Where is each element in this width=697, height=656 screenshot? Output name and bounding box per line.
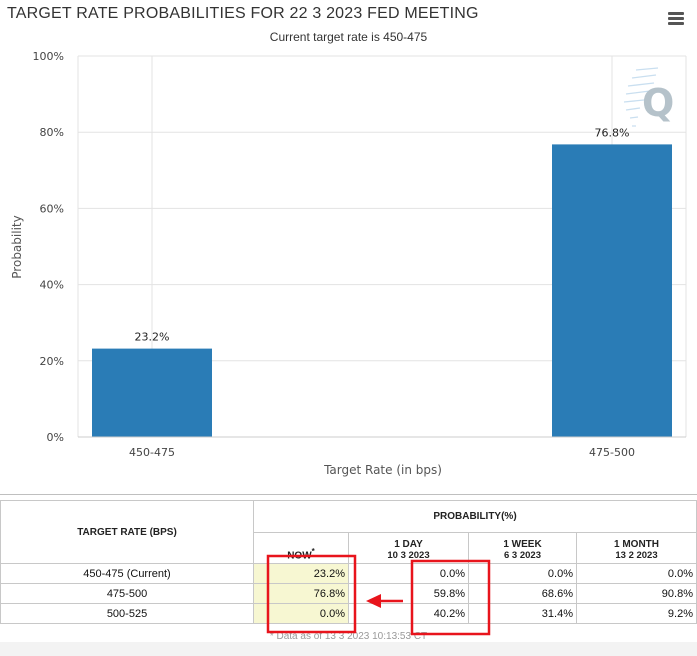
month-cell: 9.2% bbox=[576, 603, 697, 624]
col-1month-header: 1 MONTH 13 2 2023 bbox=[576, 532, 697, 564]
now-cell: 0.0% bbox=[253, 603, 349, 624]
month-cell: 90.8% bbox=[576, 583, 697, 604]
bar-data-label: 76.8% bbox=[595, 126, 630, 139]
bar-chart: 0% 20% 40% 60% 80% 100% 23.2% 76.8% 450-475 475… bbox=[10, 50, 687, 477]
day-cell: 59.8% bbox=[348, 583, 469, 604]
chart-subtitle: Current target rate is 450-475 bbox=[269, 30, 428, 44]
x-axis-title: Target Rate (in bps) bbox=[323, 463, 442, 477]
hamburger-menu-icon[interactable] bbox=[668, 12, 684, 26]
bar[interactable] bbox=[552, 144, 672, 437]
x-axis: 450-475 475-500 bbox=[78, 436, 686, 459]
now-cell: 76.8% bbox=[253, 583, 349, 604]
data-timestamp-footnote: * Data as of 13 3 2023 10:13:53 CT bbox=[269, 631, 428, 642]
y-axis: 0% 20% 40% 60% 80% 100% bbox=[33, 50, 64, 444]
day-cell: 40.2% bbox=[348, 603, 469, 624]
col-1week-header: 1 WEEK 6 3 2023 bbox=[468, 532, 577, 564]
col-now-header: NOW* bbox=[253, 532, 349, 564]
y-tick-label: 100% bbox=[33, 50, 64, 63]
quikstrike-logo-icon: Q bbox=[623, 67, 674, 127]
now-cell: 23.2% bbox=[253, 563, 349, 584]
chart-title: TARGET RATE PROBABILITIES FOR 22 3 2023 … bbox=[7, 5, 479, 22]
x-tick-label: 475-500 bbox=[589, 446, 635, 459]
week-cell: 68.6% bbox=[468, 583, 577, 604]
table-row: 475-500 76.8% 59.8% 68.6% 90.8% bbox=[0, 583, 697, 604]
week-cell: 0.0% bbox=[468, 563, 577, 584]
day-cell: 0.0% bbox=[348, 563, 469, 584]
probability-table-section: TARGET RATE (BPS) PROBABILITY(%) NOW* 1 … bbox=[0, 494, 697, 656]
y-tick-label: 60% bbox=[40, 202, 64, 215]
month-cell: 0.0% bbox=[576, 563, 697, 584]
bar-series: 23.2% 76.8% bbox=[92, 126, 672, 437]
bar[interactable] bbox=[92, 348, 212, 437]
x-tick-label: 450-475 bbox=[129, 446, 175, 459]
week-cell: 31.4% bbox=[468, 603, 577, 624]
y-axis-title: Probability bbox=[10, 215, 24, 278]
bar-data-label: 23.2% bbox=[135, 331, 170, 344]
probability-table: TARGET RATE (BPS) PROBABILITY(%) NOW* 1 … bbox=[0, 500, 697, 624]
col-1day-header: 1 DAY 10 3 2023 bbox=[348, 532, 469, 564]
rate-cell: 475-500 bbox=[0, 583, 254, 604]
table-row: 500-525 0.0% 40.2% 31.4% 9.2% bbox=[0, 603, 697, 624]
target-rate-header: TARGET RATE (BPS) bbox=[0, 500, 254, 564]
y-tick-label: 0% bbox=[47, 431, 64, 444]
rate-cell: 500-525 bbox=[0, 603, 254, 624]
probability-header: PROBABILITY(%) bbox=[253, 500, 697, 533]
y-tick-label: 40% bbox=[40, 279, 64, 292]
table-row: 450-475 (Current) 23.2% 0.0% 0.0% 0.0% bbox=[0, 563, 697, 584]
rate-cell: 450-475 (Current) bbox=[0, 563, 254, 584]
y-tick-label: 80% bbox=[40, 126, 64, 139]
svg-text:Q: Q bbox=[642, 81, 674, 125]
y-tick-label: 20% bbox=[40, 355, 64, 368]
